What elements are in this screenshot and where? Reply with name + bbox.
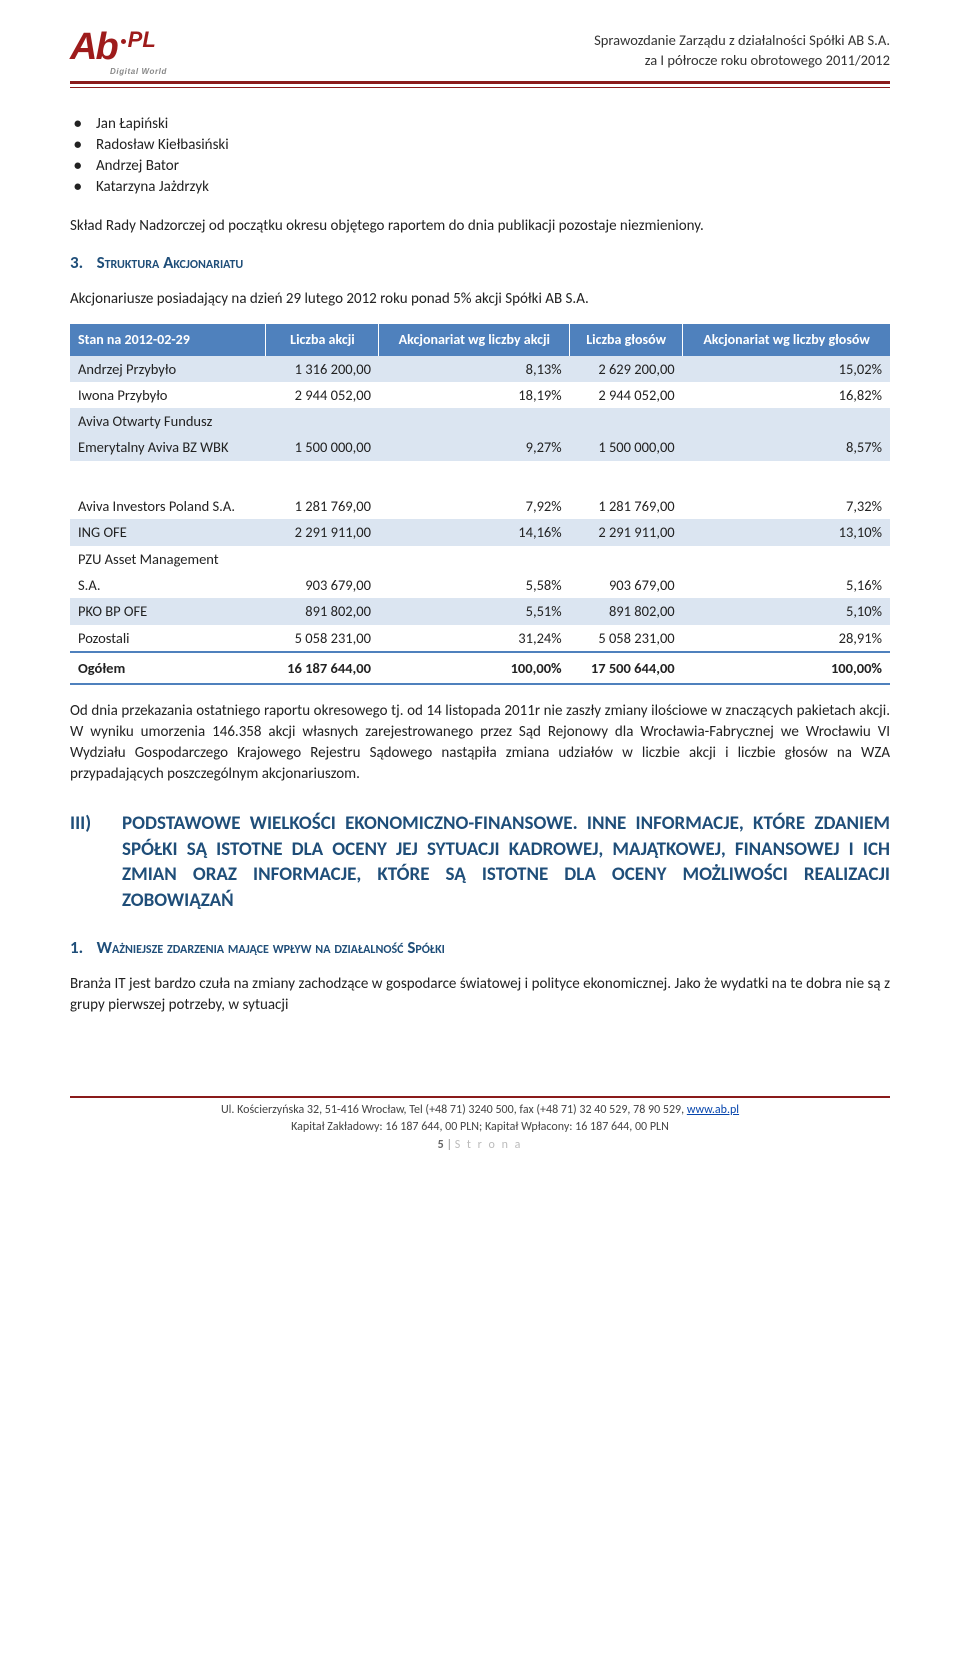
section-number: 1. xyxy=(70,937,83,958)
cell-value: 2 291 911,00 xyxy=(266,519,379,545)
cell-total-label: Ogółem xyxy=(70,652,266,684)
cell-total-value: 16 187 644,00 xyxy=(266,652,379,684)
cell-value: 13,10% xyxy=(683,519,890,545)
section-number: 3. xyxy=(70,252,83,273)
document-page: Ab PL Digital World Sprawozdanie Zarządu… xyxy=(0,0,960,1174)
cell-value: 16,82% xyxy=(683,382,890,408)
page-header: Ab PL Digital World Sprawozdanie Zarządu… xyxy=(70,30,890,77)
header-rule xyxy=(70,81,890,84)
cell-value: 1 500 000,00 xyxy=(266,434,379,460)
cell-name: PZU Asset Management xyxy=(70,546,266,572)
col-header: Stan na 2012-02-29 xyxy=(70,324,266,356)
paragraph: Branża IT jest bardzo czuła na zmiany za… xyxy=(70,974,890,1016)
cell-value: 5,58% xyxy=(379,572,570,598)
cell-value: 1 281 769,00 xyxy=(266,493,379,519)
table-row: Iwona Przybyło2 944 052,0018,19%2 944 05… xyxy=(70,382,890,408)
cell-total-value: 17 500 644,00 xyxy=(570,652,683,684)
cell-value: 28,91% xyxy=(683,625,890,652)
cell-value: 903 679,00 xyxy=(570,572,683,598)
section-roman-title: PODSTAWOWE WIELKOŚCI EKONOMICZNO-FINANSO… xyxy=(122,811,890,914)
logo: Ab PL Digital World xyxy=(70,30,167,77)
cell-value: 5,10% xyxy=(683,598,890,624)
cell-value: 891 802,00 xyxy=(570,598,683,624)
footer-address: Ul. Kościerzyńska 32, 51-416 Wrocław, Te… xyxy=(70,1102,890,1119)
cell-value: 1 316 200,00 xyxy=(266,356,379,382)
list-item: Jan Łapiński xyxy=(96,114,890,135)
cell-value: 5,51% xyxy=(379,598,570,624)
section-title: Struktura Akcjonariatu xyxy=(97,252,244,273)
table-header-row: Stan na 2012-02-29 Liczba akcji Akcjonar… xyxy=(70,324,890,356)
cell-value: 8,13% xyxy=(379,356,570,382)
paragraph: Od dnia przekazania ostatniego raportu o… xyxy=(70,701,890,785)
col-header: Akcjonariat wg liczby akcji xyxy=(379,324,570,356)
footer-link[interactable]: www.ab.pl xyxy=(687,1103,739,1117)
cell-value: 7,92% xyxy=(379,493,570,519)
cell-value: 15,02% xyxy=(683,356,890,382)
cell-name: Pozostali xyxy=(70,625,266,652)
list-item: Radosław Kiełbasiński xyxy=(96,135,890,156)
section-3-heading: 3. Struktura Akcjonariatu xyxy=(70,251,890,275)
cell-name: ING OFE xyxy=(70,519,266,545)
logo-main: Ab xyxy=(70,30,117,64)
cell-value: 1 281 769,00 xyxy=(570,493,683,519)
cell-total-value: 100,00% xyxy=(683,652,890,684)
cell-value: 5 058 231,00 xyxy=(266,625,379,652)
logo-suffix: PL xyxy=(121,25,156,56)
cell-value: 31,24% xyxy=(379,625,570,652)
bullet-list: Jan Łapiński Radosław Kiełbasiński Andrz… xyxy=(96,114,890,198)
cell-name: Emerytalny Aviva BZ WBK xyxy=(70,434,266,460)
page-footer: Ul. Kościerzyńska 32, 51-416 Wrocław, Te… xyxy=(70,1096,890,1154)
table-row: PKO BP OFE891 802,005,51%891 802,005,10% xyxy=(70,598,890,624)
section-1b-heading: 1. Ważniejsze zdarzenia mające wpływ na … xyxy=(70,936,890,960)
section-roman-number: III) xyxy=(70,811,122,914)
cell-name: PKO BP OFE xyxy=(70,598,266,624)
table-row: S.A.903 679,005,58%903 679,005,16% xyxy=(70,572,890,598)
cell-name: Aviva Investors Poland S.A. xyxy=(70,493,266,519)
page-number: 5 | S t r o n a xyxy=(70,1137,890,1154)
cell-value: 5,16% xyxy=(683,572,890,598)
cell-value: 903 679,00 xyxy=(266,572,379,598)
cell-name: Iwona Przybyło xyxy=(70,382,266,408)
cell-value: 1 500 000,00 xyxy=(570,434,683,460)
section-title: Ważniejsze zdarzenia mające wpływ na dzi… xyxy=(97,937,445,958)
cell-value: 18,19% xyxy=(379,382,570,408)
cell-value: 2 944 052,00 xyxy=(266,382,379,408)
footer-rule xyxy=(70,1096,890,1098)
table-row: Aviva Otwarty Fundusz xyxy=(70,408,890,434)
list-item: Andrzej Bator xyxy=(96,156,890,177)
cell-value: 9,27% xyxy=(379,434,570,460)
cell-value: 14,16% xyxy=(379,519,570,545)
cell-value: 2 291 911,00 xyxy=(570,519,683,545)
section-intro: Akcjonariusze posiadający na dzień 29 lu… xyxy=(70,289,890,310)
list-item: Katarzyna Jażdrzyk xyxy=(96,177,890,198)
shareholders-table: Stan na 2012-02-29 Liczba akcji Akcjonar… xyxy=(70,324,890,685)
cell-name: Aviva Otwarty Fundusz xyxy=(70,408,266,434)
table-row: ING OFE2 291 911,0014,16%2 291 911,0013,… xyxy=(70,519,890,545)
footer-capital: Kapitał Zakładowy: 16 187 644, 00 PLN; K… xyxy=(70,1119,890,1136)
cell-total-value: 100,00% xyxy=(379,652,570,684)
paragraph: Skład Rady Nadzorczej od początku okresu… xyxy=(70,216,890,237)
table-total-row: Ogółem16 187 644,00100,00%17 500 644,001… xyxy=(70,652,890,684)
cell-name: Andrzej Przybyło xyxy=(70,356,266,382)
table-row: Emerytalny Aviva BZ WBK1 500 000,009,27%… xyxy=(70,434,890,460)
col-header: Liczba głosów xyxy=(570,324,683,356)
cell-value: 2 944 052,00 xyxy=(570,382,683,408)
cell-value: 5 058 231,00 xyxy=(570,625,683,652)
header-title-line2: za I półrocze roku obrotowego 2011/2012 xyxy=(594,50,890,70)
cell-value: 2 629 200,00 xyxy=(570,356,683,382)
header-title: Sprawozdanie Zarządu z działalności Spół… xyxy=(594,30,890,71)
cell-name: S.A. xyxy=(70,572,266,598)
table-row: Andrzej Przybyło1 316 200,008,13%2 629 2… xyxy=(70,356,890,382)
cell-value: 891 802,00 xyxy=(266,598,379,624)
cell-value: 8,57% xyxy=(683,434,890,460)
col-header: Akcjonariat wg liczby głosów xyxy=(683,324,890,356)
table-spacer-row xyxy=(70,461,890,493)
col-header: Liczba akcji xyxy=(266,324,379,356)
cell-value: 7,32% xyxy=(683,493,890,519)
table-row: Aviva Investors Poland S.A.1 281 769,007… xyxy=(70,493,890,519)
header-title-line1: Sprawozdanie Zarządu z działalności Spół… xyxy=(594,30,890,50)
table-row: Pozostali5 058 231,0031,24%5 058 231,002… xyxy=(70,625,890,652)
table-row: PZU Asset Management xyxy=(70,546,890,572)
section-III-heading: III) PODSTAWOWE WIELKOŚCI EKONOMICZNO-FI… xyxy=(70,811,890,914)
